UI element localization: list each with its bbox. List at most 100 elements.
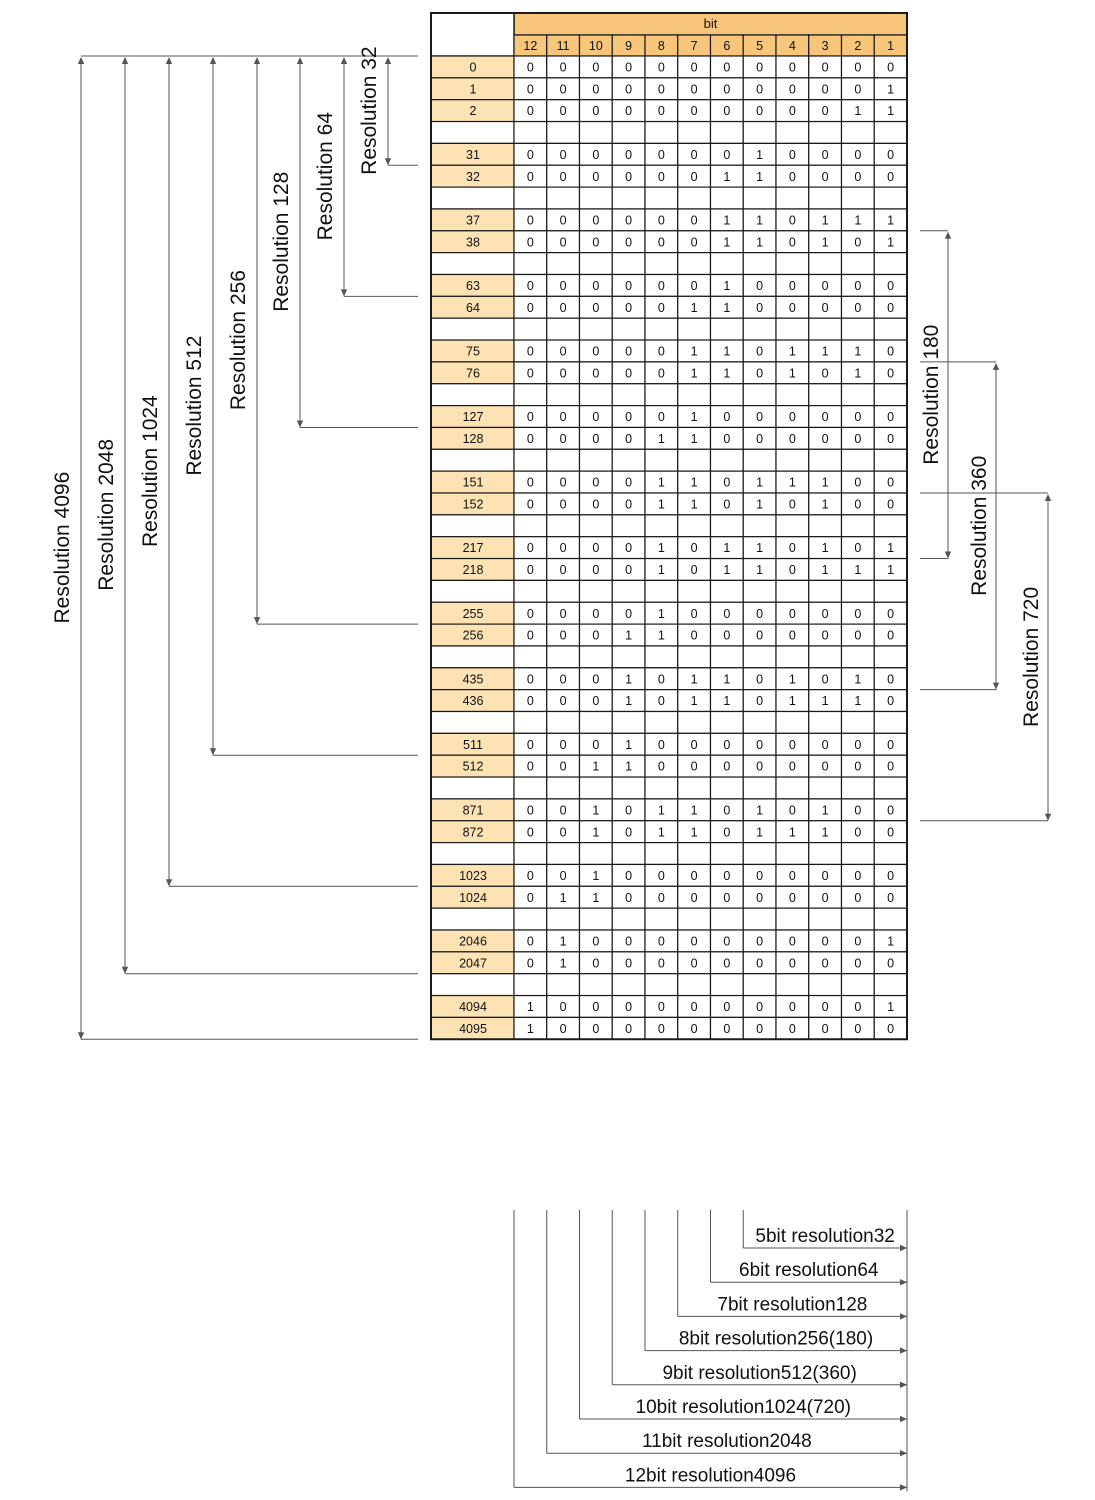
bit-value: 0 [887, 629, 894, 643]
bit-value: 1 [723, 672, 730, 686]
bit-value: 0 [822, 956, 829, 970]
bit-cell [873, 645, 908, 669]
bottom-bracket-label: 12bit resolution4096 [625, 1465, 796, 1486]
bit-cell [775, 448, 810, 472]
bit-value: 0 [625, 1022, 632, 1036]
bit-value: 0 [560, 760, 567, 774]
bit-value: 0 [625, 825, 632, 839]
bit-value: 0 [691, 1022, 698, 1036]
bit-value: 0 [560, 279, 567, 293]
left-bracket-arrow-down [121, 966, 129, 974]
bit-value: 0 [625, 891, 632, 905]
row-value-label: 38 [466, 235, 480, 249]
bit-value: 0 [560, 825, 567, 839]
bit-value: 1 [658, 476, 665, 490]
row-value-label: 511 [463, 738, 483, 752]
bit-value: 0 [658, 738, 665, 752]
bit-value: 0 [658, 1000, 665, 1014]
bit-value: 0 [756, 1022, 763, 1036]
bit-value: 1 [887, 563, 894, 577]
bit-value: 0 [822, 607, 829, 621]
bit-value: 0 [625, 869, 632, 883]
bit-value: 0 [887, 672, 894, 686]
bit-cell [808, 252, 843, 276]
bit-cell [709, 383, 744, 407]
bit-value: 0 [854, 760, 861, 774]
bit-value: 0 [527, 803, 534, 817]
bit-cell [742, 645, 777, 669]
bit-value: 0 [691, 279, 698, 293]
bit-value: 0 [592, 672, 599, 686]
bottom-bracket-label: 6bit resolution64 [739, 1260, 879, 1281]
bit-value: 0 [527, 148, 534, 162]
bit-value: 0 [560, 82, 567, 96]
bit-value: 0 [723, 410, 730, 424]
bit-value: 1 [723, 213, 730, 227]
bit-cell [677, 645, 712, 669]
bit-value: 1 [723, 541, 730, 555]
bit-cell [677, 579, 712, 603]
row-value-label: 31 [466, 148, 480, 162]
bit-cell [611, 710, 646, 734]
bit-value: 0 [527, 541, 534, 555]
bit-value: 0 [756, 629, 763, 643]
bit-value: 1 [691, 366, 698, 380]
bit-value: 0 [592, 1000, 599, 1014]
bit-value: 1 [592, 760, 599, 774]
annotation-layer: Resolution 32 Resolution 64 Resolution 128… [51, 46, 1052, 1492]
bit-value: 0 [854, 476, 861, 490]
bottom-bracket-arrow [900, 1381, 907, 1388]
row-value-label: 63 [466, 279, 480, 293]
bit-cell [775, 645, 810, 669]
bit-value: 0 [822, 760, 829, 774]
bit-value: 0 [723, 891, 730, 905]
bit-cell [644, 186, 679, 210]
bit-cell [677, 120, 712, 145]
bit-value: 0 [854, 891, 861, 905]
bit-value: 0 [887, 869, 894, 883]
bit-value: 0 [527, 563, 534, 577]
bit-cell [677, 907, 712, 931]
bit-value: 0 [527, 82, 534, 96]
bit-value: 0 [691, 869, 698, 883]
bit-value: 0 [789, 170, 796, 184]
bit-cell [611, 776, 646, 800]
bit-cell [840, 186, 875, 210]
bit-value: 0 [756, 694, 763, 708]
bit-value: 1 [625, 672, 632, 686]
bit-value: 1 [822, 235, 829, 249]
bit-number-label: 6 [723, 39, 730, 53]
bit-value: 0 [854, 301, 861, 315]
bit-cell [644, 383, 679, 407]
bit-value: 0 [723, 432, 730, 446]
bit-cell [611, 973, 646, 997]
bottom-bracket-arrow [900, 1244, 907, 1252]
bit-value: 0 [592, 694, 599, 708]
bit-cell [709, 973, 744, 997]
bit-cell [513, 120, 548, 145]
bit-cell [742, 120, 777, 145]
bit-cell [611, 907, 646, 931]
bit-value: 0 [723, 607, 730, 621]
bit-value: 0 [527, 345, 534, 359]
bit-value: 1 [625, 694, 632, 708]
bit-cell [808, 448, 843, 472]
row-value-label: 255 [463, 607, 484, 621]
bit-value: 1 [658, 629, 665, 643]
row-value-label: 872 [463, 825, 484, 839]
bit-value: 0 [658, 366, 665, 380]
bit-cell [513, 645, 548, 669]
bit-value: 0 [527, 760, 534, 774]
bit-value: 0 [822, 672, 829, 686]
bit-cell [775, 973, 810, 997]
bit-value: 1 [723, 345, 730, 359]
bit-value: 0 [560, 301, 567, 315]
bit-value: 1 [887, 82, 894, 96]
bit-cell [808, 776, 843, 800]
bit-value: 0 [527, 869, 534, 883]
bit-value: 0 [527, 825, 534, 839]
bit-value: 0 [560, 738, 567, 752]
bit-cell [840, 252, 875, 276]
left-bracket-label: Resolution 128 [270, 172, 293, 312]
bit-value: 0 [592, 563, 599, 577]
